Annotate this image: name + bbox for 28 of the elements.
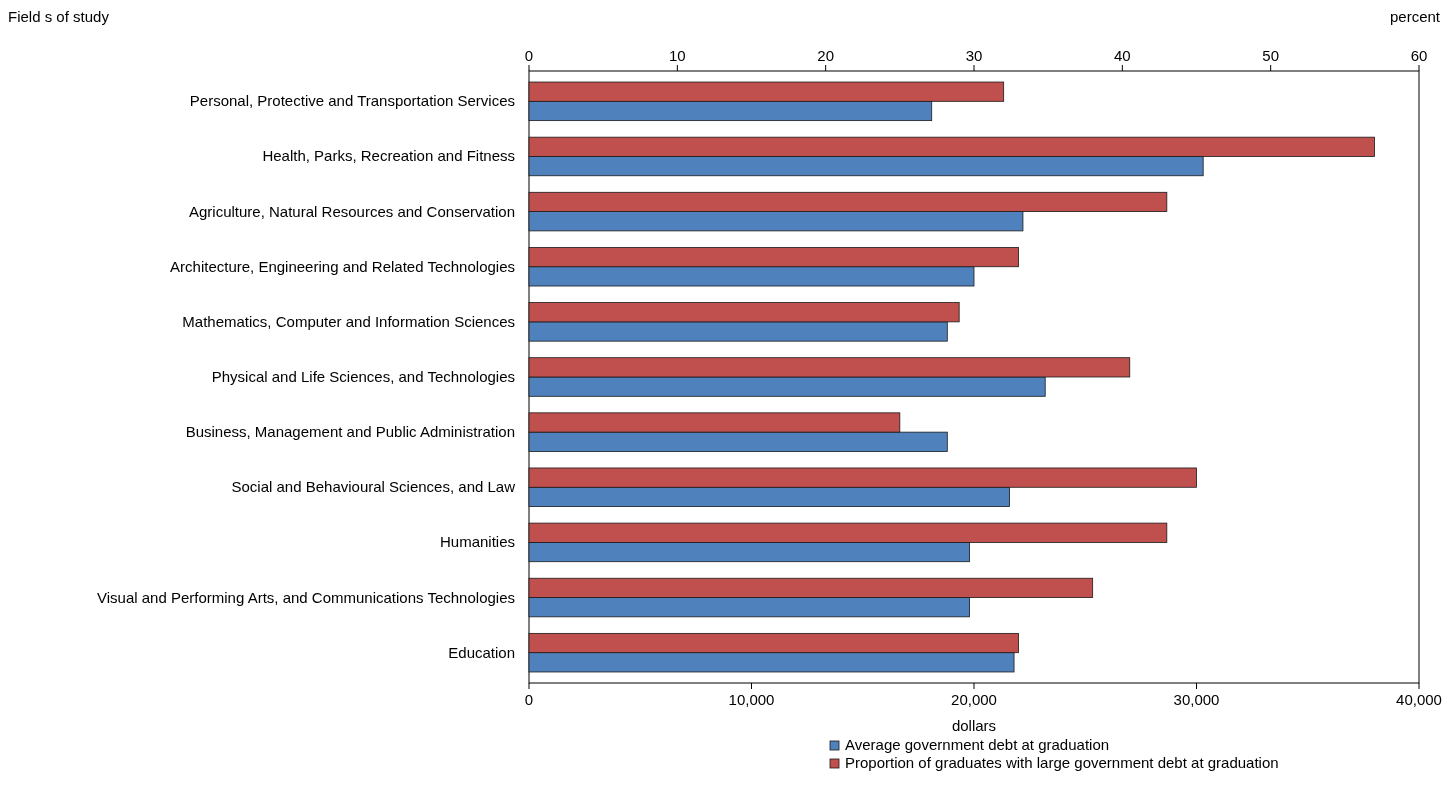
y-tick-label: Mathematics, Computer and Information Sciences (182, 312, 515, 330)
y-tick-label: Physical and Life Sciences, and Technologies (211, 368, 515, 385)
x-tick-label: 10,000 (728, 691, 775, 708)
y-axis-title: Field s of study (8, 8, 110, 25)
x2-tick-label: 40 (1113, 47, 1131, 64)
x2-tick-label: 30 (965, 47, 983, 64)
y-tick-label: Humanities (439, 533, 515, 551)
y-tick-label: Business, Management and Public Administration (185, 423, 515, 441)
y-tick-label: Social and Behavioural Sciences, and Law (231, 478, 516, 496)
x-axis-title: dollars (951, 717, 997, 734)
x-tick-label: 20,000 (951, 691, 997, 708)
y-tick-label: Education (448, 643, 515, 661)
x2-tick-label: 0 (524, 47, 534, 64)
y-tick-label: Personal, Protective and Transportation Services (189, 92, 515, 110)
y-tick-label: Visual and Performing Arts, and Communications Technologies (96, 588, 515, 606)
x-tick-label: 40,000 (1396, 691, 1442, 708)
y-tick-label: Health, Parks, Recreation and Fitness (262, 147, 515, 165)
x2-axis-title: percent (1389, 8, 1441, 25)
legend-label: Average government debt at graduation (845, 736, 1110, 753)
x2-tick-label: 60 (1410, 47, 1428, 64)
x2-tick-label: 10 (668, 47, 686, 64)
legend-label: Proportion of graduates with large government debt at graduation (845, 754, 1279, 771)
x-tick-label: 0 (524, 691, 534, 708)
x2-tick-label: 20 (817, 47, 835, 64)
x2-tick-label: 50 (1262, 47, 1280, 64)
x-tick-label: 30,000 (1173, 691, 1220, 708)
y-tick-label: Architecture, Engineering and Related Technologies (170, 257, 515, 275)
y-tick-label: Agriculture, Natural Resources and Conservation (189, 202, 515, 220)
